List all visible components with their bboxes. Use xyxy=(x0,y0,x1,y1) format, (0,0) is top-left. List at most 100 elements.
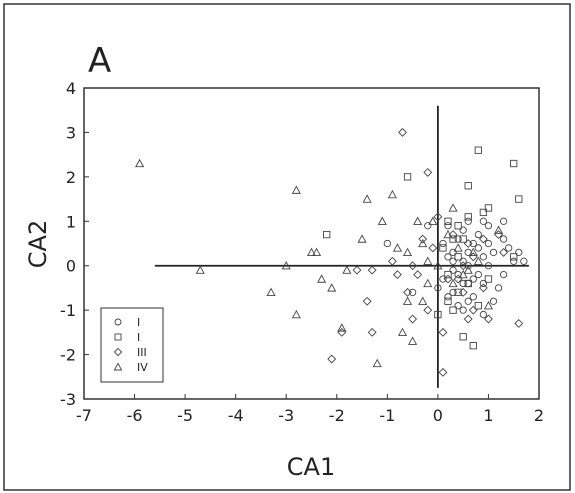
data-point-diamond xyxy=(423,305,433,315)
data-point-circle xyxy=(489,248,498,257)
data-point-triangle xyxy=(342,265,352,274)
data-point-circle xyxy=(474,244,482,252)
data-point-circle xyxy=(459,306,467,314)
data-point-diamond xyxy=(468,305,478,315)
data-point-triangle xyxy=(402,296,413,305)
data-point-diamond xyxy=(362,296,372,306)
data-point-diamond xyxy=(443,274,453,284)
data-point-square xyxy=(459,333,467,341)
data-point-circle xyxy=(520,257,528,265)
data-point-square xyxy=(444,217,452,225)
legend-marker-diamond xyxy=(113,347,123,357)
data-point-triangle xyxy=(377,216,387,225)
data-point-diamond xyxy=(367,327,377,337)
data-point-diamond xyxy=(514,319,524,328)
data-point-diamond xyxy=(438,327,448,337)
x-tick-label: -2 xyxy=(329,406,345,425)
x-tick-label: -6 xyxy=(127,406,143,425)
data-point-diamond xyxy=(448,230,458,240)
data-point-circle xyxy=(444,293,452,301)
data-point-triangle xyxy=(387,189,397,199)
data-point-circle xyxy=(489,297,498,305)
data-point-circle xyxy=(449,257,457,265)
legend-label: I xyxy=(137,331,140,344)
data-point-diamond xyxy=(438,367,448,377)
data-point-diamond xyxy=(398,127,407,137)
data-point-diamond xyxy=(367,265,377,275)
data-point-triangle xyxy=(337,323,347,332)
data-point-diamond xyxy=(352,265,362,275)
data-point-square xyxy=(434,310,442,319)
data-point-square xyxy=(484,275,493,283)
data-point-square xyxy=(459,235,467,243)
data-point-diamond xyxy=(478,234,488,244)
legend-marker-triangle xyxy=(113,362,123,371)
data-point-square xyxy=(510,159,518,168)
data-point-circle xyxy=(510,257,518,265)
data-point-triangle xyxy=(327,283,337,292)
data-point-circle xyxy=(479,253,488,261)
x-tick-label: 2 xyxy=(534,406,544,425)
data-point-circle xyxy=(479,279,488,288)
data-point-triangle xyxy=(423,278,433,288)
data-point-triangle xyxy=(448,203,458,212)
data-point-square xyxy=(454,253,462,261)
data-point-circle xyxy=(434,284,442,292)
x-tick-label: -1 xyxy=(379,406,395,425)
y-tick-label: 0 xyxy=(66,257,76,276)
data-point-triangle xyxy=(402,247,413,257)
data-point-square xyxy=(464,213,472,221)
data-point-triangle xyxy=(291,185,301,194)
data-point-triangle xyxy=(311,247,322,257)
data-point-triangle xyxy=(428,216,438,225)
data-point-diamond xyxy=(458,287,468,297)
data-point-circle xyxy=(494,284,503,292)
data-point-square xyxy=(439,244,447,252)
x-tick-label: -7 xyxy=(76,406,92,425)
data-point-triangle xyxy=(463,265,473,274)
data-point-square xyxy=(449,235,457,243)
data-point-triangle xyxy=(266,287,276,297)
y-axis-label: CA2 xyxy=(24,220,52,268)
data-point-diamond xyxy=(499,247,509,257)
data-point-diamond xyxy=(387,256,397,266)
x-tick-label: -5 xyxy=(177,406,193,425)
data-point-circle xyxy=(515,248,523,257)
data-point-square xyxy=(323,230,331,239)
data-point-triangle xyxy=(433,260,443,270)
data-point-diamond xyxy=(478,283,488,293)
panel-label: A xyxy=(88,41,111,81)
data-point-triangle xyxy=(397,327,408,337)
data-point-circle xyxy=(444,253,452,261)
data-point-triangle xyxy=(448,278,458,288)
data-point-circle xyxy=(449,266,457,274)
data-point-square xyxy=(474,302,482,310)
data-point-diamond xyxy=(408,314,418,324)
data-point-circle xyxy=(474,270,482,279)
data-point-triangle xyxy=(413,216,423,225)
x-tick-labels: -7 -6 -5 -4 -3 -2 -1 0 1 2 xyxy=(76,406,544,425)
data-point-diamond xyxy=(327,354,337,364)
x-tick-label: 0 xyxy=(433,406,443,425)
legend-box xyxy=(100,307,164,383)
data-point-circle xyxy=(444,222,452,230)
data-point-circle xyxy=(464,297,472,305)
data-point-triangle xyxy=(473,256,483,265)
data-point-triangle xyxy=(423,256,433,265)
data-point-triangle xyxy=(453,243,463,252)
data-point-triangle xyxy=(317,274,327,283)
data-point-square xyxy=(444,270,452,279)
data-point-circle xyxy=(479,217,488,225)
data-point-triangle xyxy=(418,238,428,248)
x-tick-label: -4 xyxy=(228,406,244,425)
legend-label: III xyxy=(137,346,147,359)
data-point-triangle xyxy=(468,247,478,257)
data-point-diamond xyxy=(408,261,418,271)
legend-label: IV xyxy=(137,361,148,374)
data-points xyxy=(135,127,528,377)
data-point-square xyxy=(403,173,412,181)
legend-marker-circle xyxy=(114,318,122,326)
data-point-diamond xyxy=(433,212,443,222)
data-point-circle xyxy=(464,217,472,225)
